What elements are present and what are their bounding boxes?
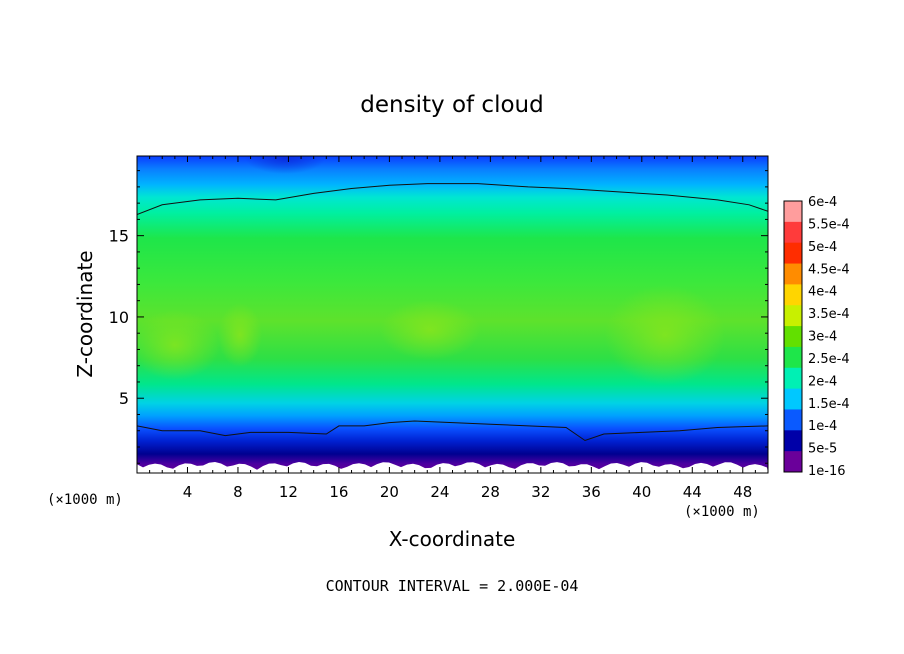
y-axis-label: Z-coordinate [73, 250, 97, 377]
colorbar-swatch [784, 242, 802, 265]
colorbar-label: 5e-4 [808, 240, 837, 255]
colorbar-swatch [784, 388, 802, 410]
colorbar-label: 2.5e-4 [808, 352, 850, 367]
colorbar-swatch [784, 221, 802, 244]
colorbar-swatch [784, 263, 802, 285]
x-axis-ticks: 4 8 12 16 20 24 28 32 36 40 44 48 [149, 156, 756, 501]
x-tick-label: 36 [582, 483, 601, 501]
colorbar-swatch [784, 451, 802, 473]
density-patch [605, 285, 725, 385]
contour-line [137, 420, 768, 442]
colorbar-label: 5e-5 [808, 442, 837, 457]
x-tick-label: 12 [279, 483, 298, 501]
bottom-terrain [137, 462, 768, 473]
y-tick-label: 15 [109, 227, 129, 246]
contour-lines [137, 183, 768, 442]
colorbar-swatch [784, 430, 802, 452]
x-unit-right: (×1000 m) [684, 504, 760, 520]
colorbar-label: 2e-4 [808, 374, 837, 389]
x-tick-label: 20 [380, 483, 399, 501]
x-tick-label: 28 [481, 483, 500, 501]
x-tick-label: 4 [183, 483, 193, 501]
density-patch [137, 310, 220, 380]
density-patch [245, 156, 325, 174]
colorbar: 6e-4 5.5e-4 5e-4 4.5e-4 4e-4 3.5e-4 3e-4 2.5e-4… [783, 195, 850, 479]
colorbar-swatch [784, 367, 802, 390]
colorbar-swatch [784, 201, 802, 223]
y-axis-ticks: 5 10 15 [109, 170, 768, 464]
colorbar-swatch [784, 346, 802, 369]
colorbar-label: 4.5e-4 [808, 262, 850, 277]
y-tick-label: 10 [109, 308, 129, 327]
terrain-mask [137, 462, 768, 473]
colorbar-swatch [784, 305, 802, 327]
colorbar-label: 4e-4 [808, 285, 837, 300]
colorbar-label: 3e-4 [808, 330, 837, 345]
colorbar-label: 3.5e-4 [808, 307, 850, 322]
x-tick-label: 8 [233, 483, 243, 501]
y-tick-label: 5 [119, 389, 129, 408]
x-tick-label: 48 [733, 483, 752, 501]
x-tick-label: 44 [683, 483, 702, 501]
x-axis-label: X-coordinate [389, 527, 516, 551]
colorbar-label: 5.5e-4 [808, 217, 850, 232]
colorbar-label: 6e-4 [808, 195, 837, 210]
plot-area [137, 156, 768, 473]
colorbar-swatch [784, 326, 802, 348]
colorbar-swatch [784, 409, 802, 431]
x-unit-left: (×1000 m) [47, 492, 123, 508]
density-patch [380, 300, 480, 360]
chart-title: density of cloud [360, 92, 543, 118]
x-tick-label: 24 [430, 483, 449, 501]
contour-line [137, 183, 768, 215]
contour-interval-footer: CONTOUR INTERVAL = 2.000E-04 [326, 577, 579, 595]
x-tick-label: 32 [531, 483, 550, 501]
x-tick-label: 40 [632, 483, 651, 501]
density-patch [218, 303, 262, 367]
colorbar-frame [783, 200, 803, 473]
colorbar-label: 1e-4 [808, 419, 837, 434]
colorbar-swatch [784, 284, 802, 306]
colorbar-label: 1e-16 [808, 464, 846, 479]
x-tick-label: 16 [329, 483, 348, 501]
colorbar-label: 1.5e-4 [808, 397, 850, 412]
